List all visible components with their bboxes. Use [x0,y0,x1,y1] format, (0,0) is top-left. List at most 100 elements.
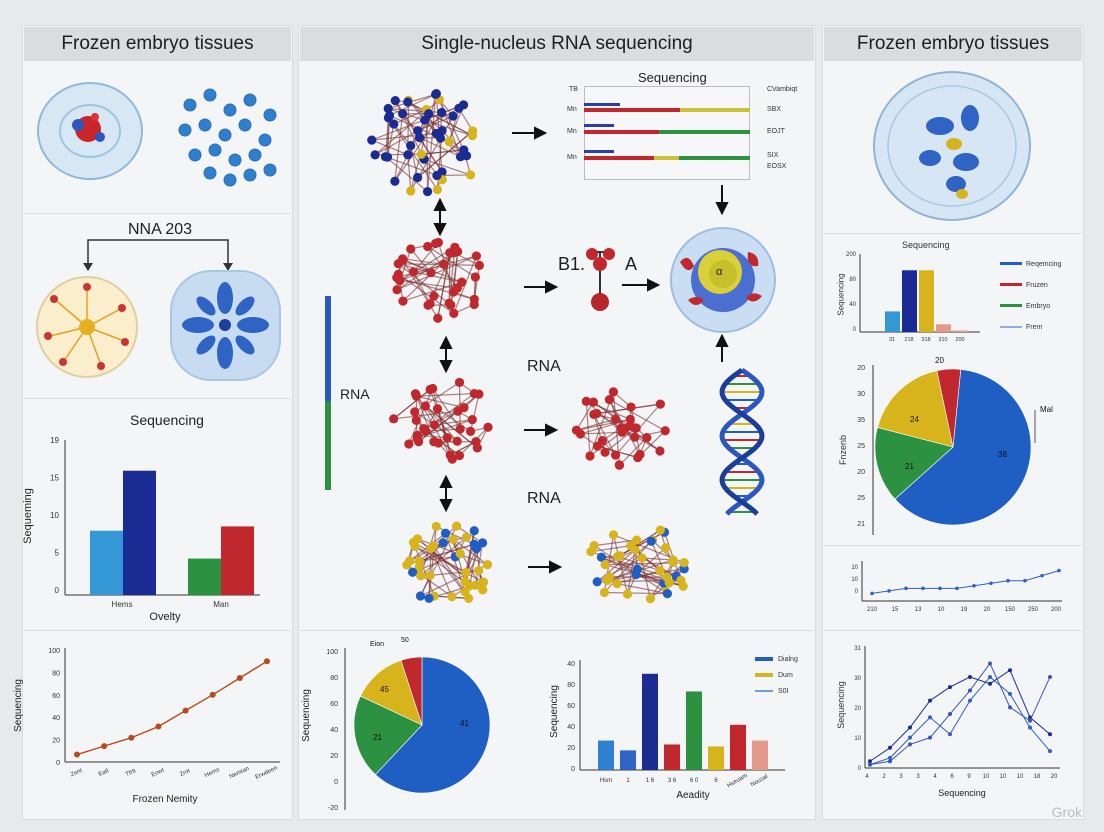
molecule-bond [596,549,636,583]
right-mini-line-chart: 10 10 0 210 15 13 10 19 20 150 250 200 [851,561,1062,613]
molecule-atom [469,294,479,304]
x-tick-label: 210 [867,607,878,613]
left-divider-1 [24,213,291,214]
data-point [870,591,874,596]
data-point [1048,674,1052,679]
seq-top-left: TB [569,86,578,93]
x-tick-label: Eowt [151,767,166,778]
legend-label: Embryo [1026,303,1050,310]
x-tick-label: 20 [984,607,991,613]
molecule-atom [408,267,419,277]
y-tick-label: 10 [851,565,858,571]
molecule-bond [593,401,631,427]
molecule-atom [660,426,670,436]
molecule-atom [467,131,478,141]
data-point [101,743,108,750]
molecule-atom [589,540,599,551]
x-tick-label: 31 [889,337,895,343]
molecule-atom [414,556,424,566]
y-tick-label: -20 [328,805,338,812]
molecule-atom [455,424,465,434]
molecule-bond [575,401,594,431]
data-point [1048,749,1052,754]
molecule-bond [420,536,467,577]
x-tick-label: 10 [1000,774,1007,780]
y-tick-label: 20 [330,753,338,760]
blue-molecule-image [178,88,277,187]
x-tick-label: 1 [626,778,630,784]
data-point [888,755,892,760]
molecule-atom [600,560,610,570]
molecule-atom [389,119,399,129]
molecule-bond [634,430,666,438]
y-tick-label: 31 [854,646,861,652]
y-tick-label: 30 [854,676,861,682]
molecule-atom [478,585,488,595]
x-tick-label: 218 [904,337,913,343]
b1-label: B1. [558,254,586,274]
rna-vertical-bar [325,296,331,490]
data-point [868,762,872,767]
data-point [989,581,993,586]
molecule-bond [415,393,448,439]
slice-label: 24 [910,415,919,424]
molecule-atom [448,534,458,544]
molecule-atom [646,536,656,546]
bar [221,526,254,595]
bar [686,691,702,770]
molecule-atom [382,152,393,162]
data-point [264,658,270,665]
slice-label: Eion [370,641,384,648]
molecule-atom [470,272,480,282]
center-pie-chart: 100 80 60 40 20 0 -20 41 21 45 Eion 50 [326,637,491,812]
molecule-bond [402,258,432,274]
x-tick-label: 2 [882,774,886,780]
molecule-atom [465,170,476,180]
molecule-atom [465,426,476,436]
molecule-atom [431,88,441,99]
molecule-atom [390,95,400,106]
molecule-atom [413,126,423,136]
molecule-atom [446,300,456,310]
seq-block-title: Sequencing [638,70,707,85]
y-tick-label: 25 [857,495,865,502]
x-tick-label: Zent [70,768,84,779]
y-tick-label: 21 [857,521,865,528]
molecule-bond [593,545,668,595]
y-tick-label: 10 [50,511,59,520]
x-tick-label: 19 [961,607,968,613]
center-divider [300,630,814,631]
pie-slice [874,427,954,500]
left-bar-chart: 19 15 10 5 0 Hems Man Ovelty [50,436,260,623]
x-tick-label: 6 [714,778,718,784]
molecule-bond [385,156,428,193]
molecule-bond [421,149,464,155]
pie-slice [360,659,423,726]
molecule-atom [600,447,610,457]
data-point [904,586,908,591]
x-axis-label: Sequencing [938,788,986,798]
right-pie-chart: 20 30 35 25 20 25 21 38 21 24 20 Mal [857,356,1053,535]
y-tick-label: 20 [52,738,60,745]
pie-slice [936,368,962,448]
molecule-bond [604,427,637,453]
tissue-cell-image [37,82,143,180]
right-divider-2 [824,545,1082,546]
x-tick-label: 250 [1028,607,1039,613]
seq-extra-right: EOSX [767,163,787,170]
x-tick-label: 10 [1017,774,1024,780]
molecule-top-image [367,88,478,197]
x-tick-label: 10 [938,607,945,613]
molecule-atom [384,110,395,121]
molecule-atom [483,422,493,432]
molecule-atom [367,135,377,145]
molecule-atom [645,594,656,604]
bar [642,673,658,770]
molecule-atom [406,244,416,254]
molecule-atom [413,172,423,183]
rna-label-2: RNA [527,490,561,507]
molecule-atom [389,414,399,424]
molecule-atom [416,571,426,581]
right-tissue-cell-image [873,71,1031,221]
yellow-cell-image [36,276,138,378]
